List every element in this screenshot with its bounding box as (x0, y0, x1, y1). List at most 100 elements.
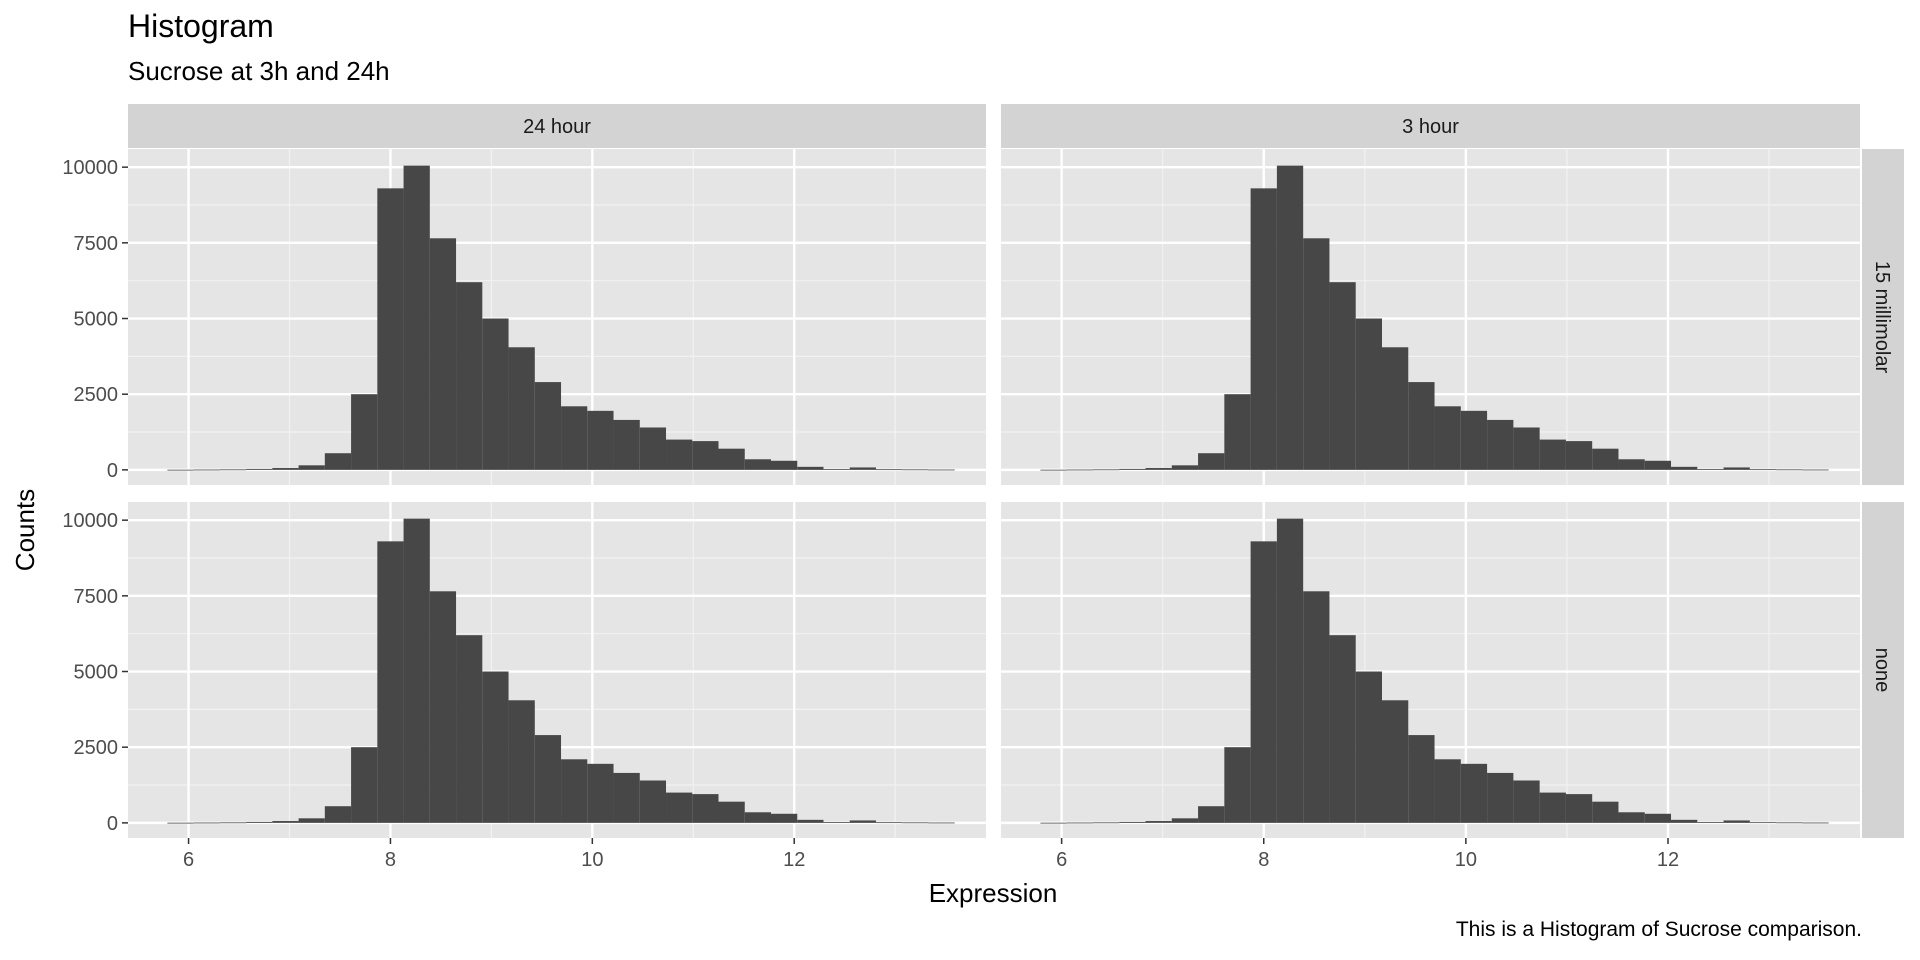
histogram-bar (193, 469, 220, 471)
y-tick-label: 10000 (62, 510, 118, 532)
histogram-bar (351, 394, 378, 470)
histogram-bar (639, 780, 667, 823)
histogram-bar (1592, 801, 1619, 823)
y-tick-label: 7500 (74, 233, 119, 255)
histogram-bar (272, 821, 299, 823)
histogram-bar (1408, 382, 1435, 470)
histogram-bar (1171, 465, 1199, 470)
histogram-bar (534, 382, 562, 470)
histogram-bar (403, 518, 430, 823)
histogram-bar (508, 700, 535, 823)
histogram-bar (1119, 821, 1146, 823)
facet-strip-top (1001, 104, 1860, 148)
histogram-bar (1066, 469, 1093, 471)
chart-caption: This is a Histogram of Sucrose compariso… (1455, 918, 1862, 941)
histogram-bar (1644, 813, 1672, 823)
histogram-bar (377, 188, 404, 470)
histogram-bar (1198, 806, 1225, 823)
facet-strip-label: 15 millimolar (1871, 261, 1893, 374)
histogram-bar (1565, 441, 1593, 470)
y-tick-label: 5000 (74, 309, 119, 331)
histogram-bar (534, 735, 562, 823)
histogram-bar (377, 541, 404, 823)
histogram-bar (587, 763, 614, 823)
histogram-bar (1381, 347, 1409, 470)
histogram-bar (429, 238, 457, 470)
histogram-bar (770, 813, 798, 823)
histogram-bar (508, 347, 535, 470)
histogram-bar (246, 468, 273, 470)
y-tick-label: 7500 (74, 586, 119, 608)
histogram-bar (718, 448, 745, 470)
x-tick-label: 10 (581, 849, 603, 871)
histogram-bar (1723, 467, 1750, 470)
histogram-bar (1250, 541, 1277, 823)
histogram-bar (272, 468, 299, 470)
histogram-bar (692, 794, 719, 823)
facet-panel: 0 2500 5000 7500 10000 (62, 149, 986, 485)
histogram-bar (928, 822, 955, 824)
histogram-bar (718, 801, 745, 823)
histogram-bar (1487, 772, 1514, 823)
histogram-bar (902, 822, 929, 824)
histogram-bar (1119, 468, 1146, 470)
histogram-bar (1250, 188, 1277, 470)
y-tick-label: 10000 (62, 157, 118, 179)
histogram-bar (1723, 820, 1750, 823)
histogram-bar (298, 465, 325, 470)
histogram-bar (1644, 460, 1672, 470)
histogram-bar (1198, 453, 1225, 470)
y-tick-label: 2500 (74, 384, 119, 406)
histogram-bar (849, 820, 876, 823)
histogram-bar (797, 819, 824, 823)
panels-group: 0 2500 5000 7500 10000 0 2500 5000 7500 10000 6 8 10… (62, 149, 1860, 871)
y-tick-label: 0 (107, 813, 118, 835)
histogram-bar (219, 822, 247, 824)
histogram-bar (1355, 318, 1382, 470)
histogram-bar (1671, 466, 1698, 470)
histogram-bar (1671, 819, 1698, 823)
histogram-bar (1697, 822, 1724, 823)
histogram-bar (613, 772, 640, 823)
histogram-bar (1145, 468, 1172, 470)
x-tick-label: 8 (1258, 849, 1269, 871)
histogram-bar (1487, 419, 1514, 470)
histogram-bar (744, 812, 771, 823)
x-tick-label: 6 (1056, 849, 1067, 871)
histogram-bar (193, 822, 220, 824)
histogram-bar (1697, 469, 1724, 470)
facet-panel: 0 2500 5000 7500 10000 6 8 10 12 (62, 502, 986, 871)
x-tick-label: 12 (783, 849, 805, 871)
histogram-bar (1355, 671, 1382, 823)
histogram-bar (167, 469, 194, 471)
histogram-bar (1749, 469, 1777, 471)
histogram-bar (928, 469, 955, 471)
histogram-bar (587, 410, 614, 470)
histogram-bar (1329, 282, 1356, 470)
histogram-bar (1749, 822, 1777, 824)
histogram-bar (1434, 759, 1461, 823)
histogram-bar (902, 469, 929, 471)
histogram-bar (1434, 406, 1461, 470)
histogram-bar (1066, 822, 1093, 824)
histogram-bar (561, 406, 588, 470)
facet-strip-right (1862, 502, 1904, 838)
facet-strip-right (1862, 149, 1904, 485)
facet-strip-label: none (1871, 648, 1893, 693)
histogram-bar (482, 671, 509, 823)
histogram-bar (1592, 448, 1619, 470)
histogram-bar (1460, 410, 1488, 470)
chart-subtitle: Sucrose at 3h and 24h (128, 56, 390, 86)
histogram-bar (875, 822, 903, 824)
x-tick-label: 10 (1455, 849, 1477, 871)
x-tick-label: 8 (385, 849, 396, 871)
histogram-bar (298, 818, 325, 823)
histogram-bar (1802, 469, 1829, 471)
histogram-bar (482, 318, 509, 470)
chart-title: Histogram (128, 8, 274, 44)
histogram-bar (823, 469, 850, 470)
histogram-bar (1092, 822, 1120, 824)
histogram-bar (1381, 700, 1409, 823)
histogram-bar (1092, 469, 1120, 471)
